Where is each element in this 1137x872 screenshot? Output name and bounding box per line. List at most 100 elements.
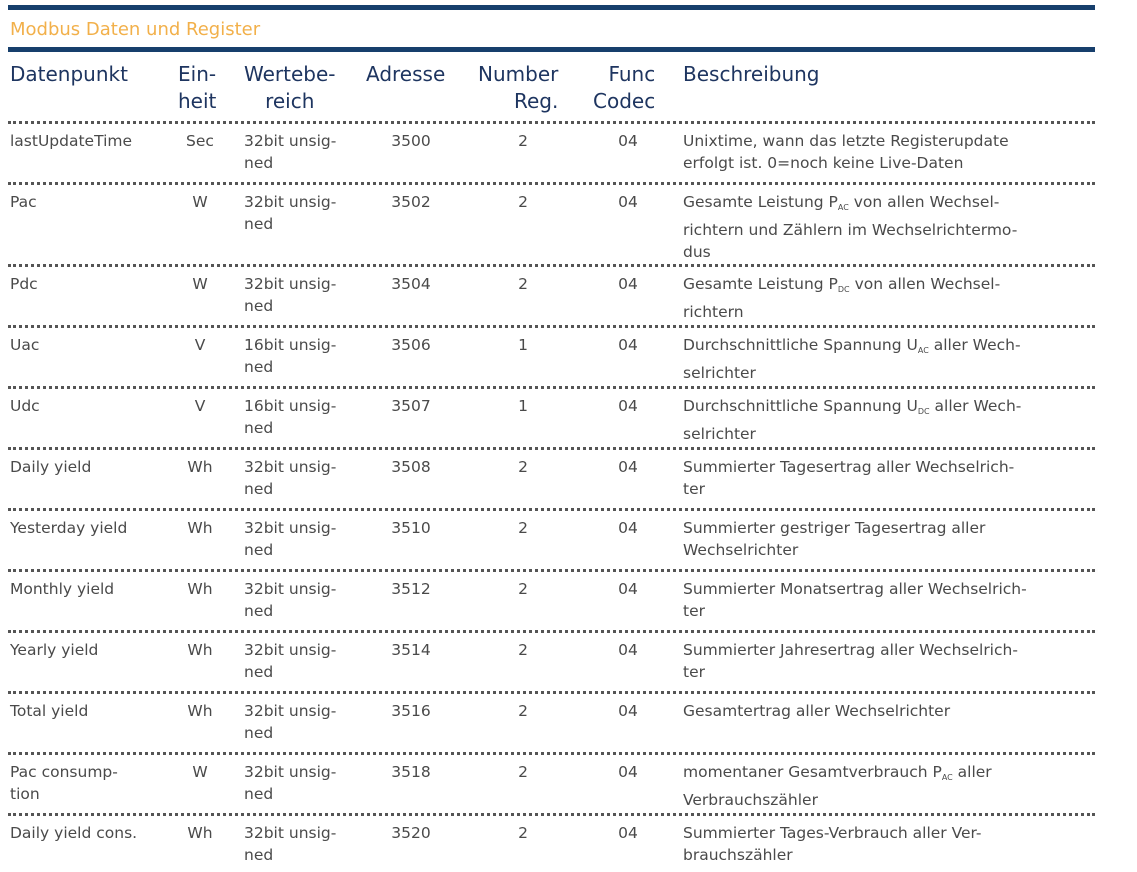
desc-subscript: DC bbox=[837, 285, 850, 294]
cell-beschreibung: Summierter Jahresertrag aller Wechselric… bbox=[683, 639, 1018, 683]
cell-beschreibung: Summierter Monatsertrag aller Wechselric… bbox=[683, 578, 1027, 622]
cell-einheit: Wh bbox=[187, 580, 213, 598]
cell-datenpunkt: Pac consump- tion bbox=[10, 763, 118, 803]
cell-wertebereich: 32bit unsig- ned bbox=[244, 763, 337, 803]
row-divider bbox=[8, 691, 1095, 694]
cell-wertebereich: 32bit unsig- ned bbox=[244, 458, 337, 498]
cell-wertebereich: 32bit unsig- ned bbox=[244, 824, 337, 864]
cell-einheit: Wh bbox=[187, 702, 213, 720]
cell-func-codec: 04 bbox=[618, 763, 638, 781]
title-rule bbox=[8, 47, 1095, 52]
cell-einheit: Sec bbox=[186, 132, 214, 150]
cell-func-codec: 04 bbox=[618, 458, 638, 476]
cell-einheit: W bbox=[192, 193, 208, 211]
cell-wertebereich: 32bit unsig- ned bbox=[244, 193, 337, 233]
cell-datenpunkt: Daily yield cons. bbox=[10, 824, 138, 842]
desc-text: Durchschnittliche Spannung U bbox=[683, 397, 918, 415]
cell-adresse: 3504 bbox=[391, 275, 431, 293]
cell-beschreibung: Summierter Tagesertrag aller Wechselrich… bbox=[683, 456, 1014, 500]
desc-subscript: AC bbox=[837, 203, 849, 212]
cell-datenpunkt: Daily yield bbox=[10, 458, 92, 476]
cell-datenpunkt: Yesterday yield bbox=[10, 519, 128, 537]
cell-adresse: 3512 bbox=[391, 580, 431, 598]
header-einheit: Ein- heit bbox=[178, 62, 217, 113]
cell-number-reg: 2 bbox=[518, 641, 528, 659]
cell-number-reg: 2 bbox=[518, 519, 528, 537]
cell-func-codec: 04 bbox=[618, 580, 638, 598]
cell-beschreibung: Gesamtertrag aller Wechselrichter bbox=[683, 700, 950, 722]
row-divider bbox=[8, 569, 1095, 572]
row-divider bbox=[8, 813, 1095, 816]
cell-wertebereich: 16bit unsig- ned bbox=[244, 336, 337, 376]
desc-text: Unixtime, wann das letzte Registerupdate… bbox=[683, 132, 1009, 172]
cell-func-codec: 04 bbox=[618, 193, 638, 211]
desc-text: aller Verbrauchszähler bbox=[683, 763, 992, 809]
cell-adresse: 3507 bbox=[391, 397, 431, 415]
desc-text: Durchschnittliche Spannung U bbox=[683, 336, 918, 354]
row-divider bbox=[8, 508, 1095, 511]
cell-beschreibung: Unixtime, wann das letzte Registerupdate… bbox=[683, 130, 1009, 174]
cell-number-reg: 1 bbox=[518, 336, 528, 354]
cell-einheit: V bbox=[194, 397, 206, 415]
desc-text: Gesamte Leistung P bbox=[683, 275, 838, 293]
cell-datenpunkt: Pdc bbox=[10, 275, 38, 293]
cell-einheit: V bbox=[194, 336, 206, 354]
cell-adresse: 3520 bbox=[391, 824, 431, 842]
cell-adresse: 3508 bbox=[391, 458, 431, 476]
cell-beschreibung: Summierter gestriger Tagesertrag aller W… bbox=[683, 517, 985, 561]
desc-text: Gesamtertrag aller Wechselrichter bbox=[683, 702, 951, 720]
row-divider bbox=[8, 121, 1095, 124]
cell-datenpunkt: Uac bbox=[10, 336, 40, 354]
cell-adresse: 3506 bbox=[391, 336, 431, 354]
header-adresse: Adresse bbox=[366, 62, 446, 86]
cell-func-codec: 04 bbox=[618, 702, 638, 720]
desc-subscript: DC bbox=[917, 407, 930, 416]
cell-datenpunkt: Monthly yield bbox=[10, 580, 115, 598]
cell-func-codec: 04 bbox=[618, 275, 638, 293]
cell-einheit: W bbox=[192, 763, 208, 781]
cell-beschreibung: momentaner Gesamtverbrauch PAC aller Ver… bbox=[683, 761, 992, 811]
cell-number-reg: 1 bbox=[518, 397, 528, 415]
cell-adresse: 3500 bbox=[391, 132, 431, 150]
cell-func-codec: 04 bbox=[618, 336, 638, 354]
cell-adresse: 3518 bbox=[391, 763, 431, 781]
row-divider bbox=[8, 630, 1095, 633]
cell-number-reg: 2 bbox=[518, 458, 528, 476]
top-rule bbox=[8, 5, 1095, 10]
cell-func-codec: 04 bbox=[618, 641, 638, 659]
cell-adresse: 3514 bbox=[391, 641, 431, 659]
cell-func-codec: 04 bbox=[618, 824, 638, 842]
cell-datenpunkt: Total yield bbox=[10, 702, 89, 720]
cell-wertebereich: 32bit unsig- ned bbox=[244, 580, 337, 620]
cell-beschreibung: Summierter Tages-Verbrauch aller Ver- br… bbox=[683, 822, 982, 866]
cell-number-reg: 2 bbox=[518, 132, 528, 150]
row-divider bbox=[8, 264, 1095, 267]
cell-wertebereich: 32bit unsig- ned bbox=[244, 132, 337, 172]
cell-number-reg: 2 bbox=[518, 702, 528, 720]
header-wertebereich: Wertebe- reich bbox=[244, 62, 336, 113]
cell-func-codec: 04 bbox=[618, 519, 638, 537]
row-divider bbox=[8, 182, 1095, 185]
cell-datenpunkt: Udc bbox=[10, 397, 40, 415]
cell-number-reg: 2 bbox=[518, 763, 528, 781]
row-divider bbox=[8, 447, 1095, 450]
desc-text: momentaner Gesamtverbrauch P bbox=[683, 763, 942, 781]
cell-einheit: Wh bbox=[187, 824, 213, 842]
section-title: Modbus Daten und Register bbox=[10, 19, 261, 40]
desc-text: Summierter Tages-Verbrauch aller Ver- br… bbox=[683, 824, 982, 864]
desc-subscript: AC bbox=[917, 346, 929, 355]
row-divider bbox=[8, 386, 1095, 389]
cell-datenpunkt: lastUpdateTime bbox=[10, 132, 133, 150]
desc-text: aller Wech- selrichter bbox=[683, 336, 1021, 382]
desc-text: Summierter Monatsertrag aller Wechselric… bbox=[683, 580, 1027, 620]
cell-einheit: Wh bbox=[187, 641, 213, 659]
cell-wertebereich: 32bit unsig- ned bbox=[244, 641, 337, 681]
cell-wertebereich: 32bit unsig- ned bbox=[244, 519, 337, 559]
desc-text: von allen Wechsel- richtern und Zählern … bbox=[683, 193, 1018, 261]
cell-number-reg: 2 bbox=[518, 275, 528, 293]
cell-number-reg: 2 bbox=[518, 824, 528, 842]
cell-wertebereich: 32bit unsig- ned bbox=[244, 702, 337, 742]
cell-func-codec: 04 bbox=[618, 132, 638, 150]
cell-number-reg: 2 bbox=[518, 193, 528, 211]
cell-beschreibung: Durchschnittliche Spannung UDC aller Wec… bbox=[683, 395, 1021, 445]
